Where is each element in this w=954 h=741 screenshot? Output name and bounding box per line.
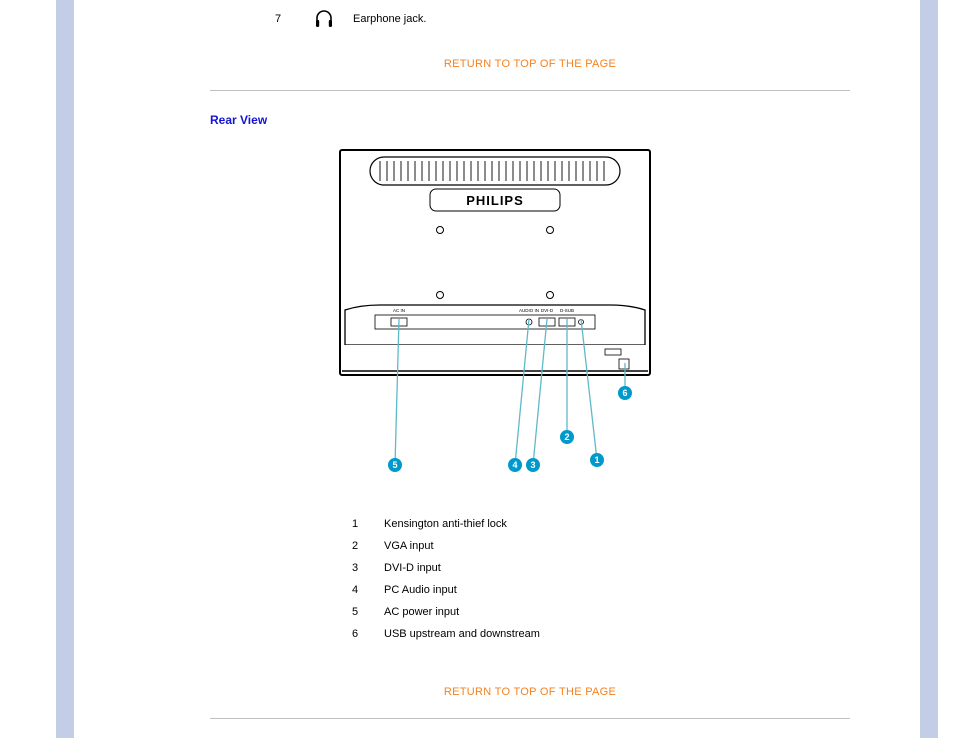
legend-num: 6 [352, 624, 382, 644]
legend-num: 1 [352, 514, 382, 534]
svg-text:5: 5 [392, 460, 397, 470]
legend-label: USB upstream and downstream [384, 624, 550, 644]
legend-num: 4 [352, 580, 382, 600]
headphone-icon [313, 8, 335, 30]
sidebar-left [56, 0, 74, 738]
legend-num: 2 [352, 536, 382, 556]
page-content: 7 Earphone jack. RETURN TO TOP OF THE PA… [210, 0, 850, 741]
svg-text:3: 3 [530, 460, 535, 470]
table-row: 1Kensington anti-thief lock [352, 514, 550, 534]
divider [210, 90, 850, 91]
port-label-dvi: DVI-D [541, 308, 554, 313]
legend-label: Kensington anti-thief lock [384, 514, 550, 534]
table-row: 4PC Audio input [352, 580, 550, 600]
svg-text:4: 4 [512, 460, 517, 470]
svg-text:1: 1 [594, 455, 599, 465]
table-row: 5AC power input [352, 602, 550, 622]
port-label-audio: AUDIO IN [519, 308, 539, 313]
divider [210, 718, 850, 719]
section-title: Rear View [210, 113, 850, 127]
port-label-dsub: D-SUB [560, 308, 574, 313]
legend-label: DVI-D input [384, 558, 550, 578]
top-item-number: 7 [275, 13, 295, 25]
legend-label: PC Audio input [384, 580, 550, 600]
legend-table: 1Kensington anti-thief lock 2VGA input 3… [350, 512, 552, 646]
legend-label: VGA input [384, 536, 550, 556]
return-to-top-link[interactable]: RETURN TO TOP OF THE PAGE [210, 686, 850, 698]
svg-text:2: 2 [564, 432, 569, 442]
rear-view-diagram: PHILIPS AC IN AUDIO IN DVI-D D-SUB [285, 145, 775, 490]
return-to-top-link[interactable]: RETURN TO TOP OF THE PAGE [210, 58, 850, 70]
table-row: 6USB upstream and downstream [352, 624, 550, 644]
svg-text:6: 6 [622, 388, 627, 398]
port-label-acin: AC IN [393, 308, 405, 313]
legend-num: 5 [352, 602, 382, 622]
brand-text: PHILIPS [466, 193, 524, 208]
table-row: 2VGA input [352, 536, 550, 556]
top-item-label: Earphone jack. [353, 13, 426, 25]
table-row: 3DVI-D input [352, 558, 550, 578]
legend-num: 3 [352, 558, 382, 578]
legend-label: AC power input [384, 602, 550, 622]
top-item-row: 7 Earphone jack. [275, 8, 850, 30]
sidebar-right [920, 0, 938, 738]
